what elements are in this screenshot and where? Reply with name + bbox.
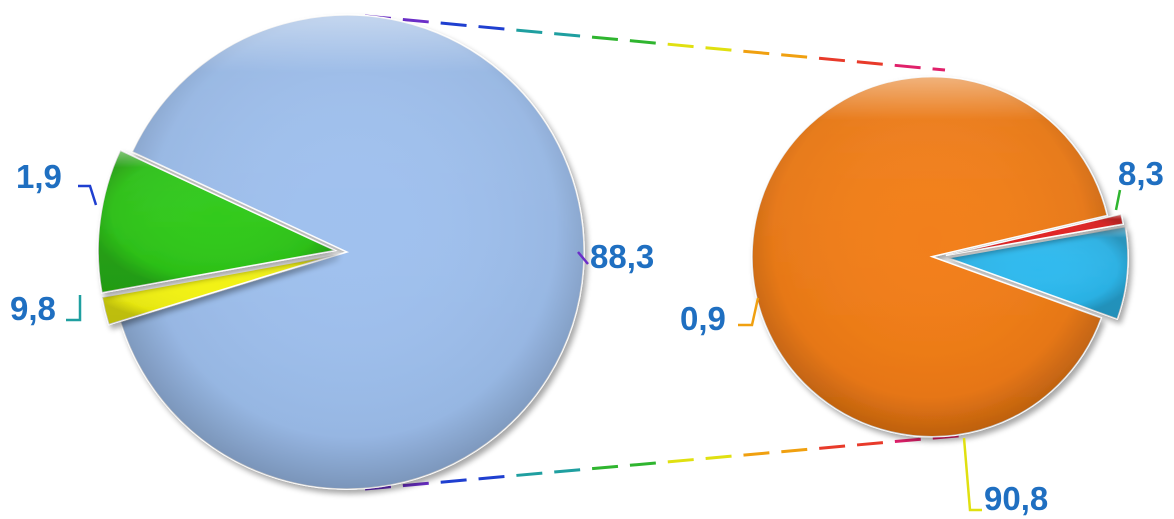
leader-line (78, 184, 98, 206)
data-label: 9,8 (10, 290, 56, 327)
data-label: 90,8 (984, 480, 1048, 517)
connector-dash (932, 67, 946, 72)
leader-line (738, 297, 760, 327)
connector-dash (591, 464, 619, 471)
connector-dash (554, 468, 581, 474)
data-label: 8,3 (1118, 155, 1164, 192)
connector-dash (856, 60, 883, 66)
connector-dash (894, 63, 921, 70)
connector-dash (440, 21, 467, 27)
connector-dash (894, 437, 921, 444)
connector-dash (478, 475, 505, 481)
data-label: 88,3 (590, 238, 654, 275)
connector-dash (781, 53, 808, 59)
connector-dash (667, 42, 694, 49)
pie-slice (119, 14, 585, 490)
leader-line (1114, 189, 1122, 211)
connector-dash (554, 32, 581, 38)
connector-dash (516, 471, 543, 477)
connector-dash (440, 478, 467, 484)
connector-dash (818, 56, 846, 63)
connector-lines (364, 14, 959, 491)
pie-slice (945, 225, 1129, 321)
connector-dash (629, 461, 656, 467)
connector-dash (402, 18, 429, 24)
left-pie (97, 14, 585, 490)
leader-line (66, 295, 82, 322)
pie-slice (101, 254, 336, 326)
pie-slice (945, 213, 1124, 257)
right-pie (751, 75, 1129, 438)
connector-dash (516, 28, 543, 34)
connector-dash (743, 451, 770, 457)
leader-line (962, 437, 982, 512)
data-label: 0,9 (680, 300, 726, 337)
connector-dash (629, 39, 656, 45)
connector-dash (667, 458, 694, 464)
connector-dash (856, 441, 884, 447)
data-label: 1,9 (16, 158, 62, 195)
pie-slice (751, 75, 1109, 438)
connector-dash (705, 46, 732, 52)
connector-dash (402, 481, 429, 488)
connector-dash (478, 25, 505, 31)
connector-dash (781, 447, 808, 454)
connector-dash (932, 434, 959, 440)
data-labels: 88,3 1,9 9,8 8,3 90,8 0,9 (10, 155, 1164, 517)
pie-slice (97, 149, 338, 294)
connector-dash (705, 454, 732, 460)
connector-dash (743, 49, 770, 56)
connector-dash (819, 444, 846, 450)
connector-dash (591, 35, 619, 42)
leader-line (577, 251, 589, 265)
